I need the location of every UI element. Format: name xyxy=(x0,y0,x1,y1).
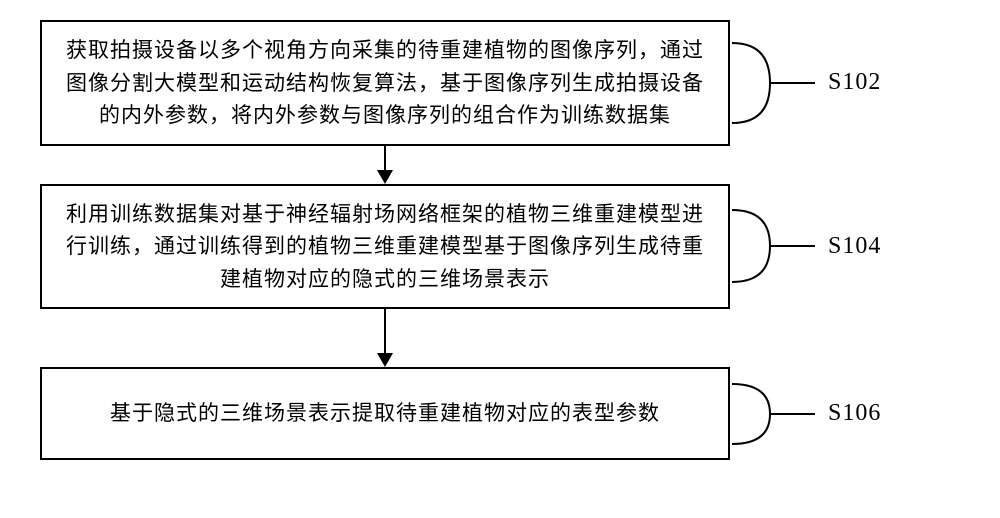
step-text-s104: 利用训练数据集对基于神经辐射场网络框架的植物三维重建模型进行训练，通过训练得到的… xyxy=(66,202,704,291)
step-row-s106: 基于隐式的三维场景表示提取待重建植物对应的表型参数 S106 xyxy=(40,367,960,460)
step-box-s106: 基于隐式的三维场景表示提取待重建植物对应的表型参数 xyxy=(40,367,730,460)
step-row-s104: 利用训练数据集对基于神经辐射场网络框架的植物三维重建模型进行训练，通过训练得到的… xyxy=(40,184,960,310)
step-box-s102: 获取拍摄设备以多个视角方向采集的待重建植物的图像序列，通过图像分割大模型和运动结… xyxy=(40,20,730,146)
connector-s102 xyxy=(730,13,910,153)
step-label-s104: S104 xyxy=(828,233,881,260)
connector-s104 xyxy=(730,186,910,306)
step-label-s106: S106 xyxy=(828,400,881,427)
step-label-s102: S102 xyxy=(828,69,881,96)
step-row-s102: 获取拍摄设备以多个视角方向采集的待重建植物的图像序列，通过图像分割大模型和运动结… xyxy=(40,20,960,146)
step-text-s102: 获取拍摄设备以多个视角方向采集的待重建植物的图像序列，通过图像分割大模型和运动结… xyxy=(66,38,704,127)
connector-s106 xyxy=(730,369,910,459)
flowchart-container: 获取拍摄设备以多个视角方向采集的待重建植物的图像序列，通过图像分割大模型和运动结… xyxy=(40,20,960,460)
step-text-s106: 基于隐式的三维场景表示提取待重建植物对应的表型参数 xyxy=(110,401,660,425)
arrow-shaft xyxy=(384,146,386,170)
arrow-shaft xyxy=(384,309,386,353)
step-box-s104: 利用训练数据集对基于神经辐射场网络框架的植物三维重建模型进行训练，通过训练得到的… xyxy=(40,184,730,310)
arrow-head-icon xyxy=(377,353,393,367)
arrow-head-icon xyxy=(377,170,393,184)
